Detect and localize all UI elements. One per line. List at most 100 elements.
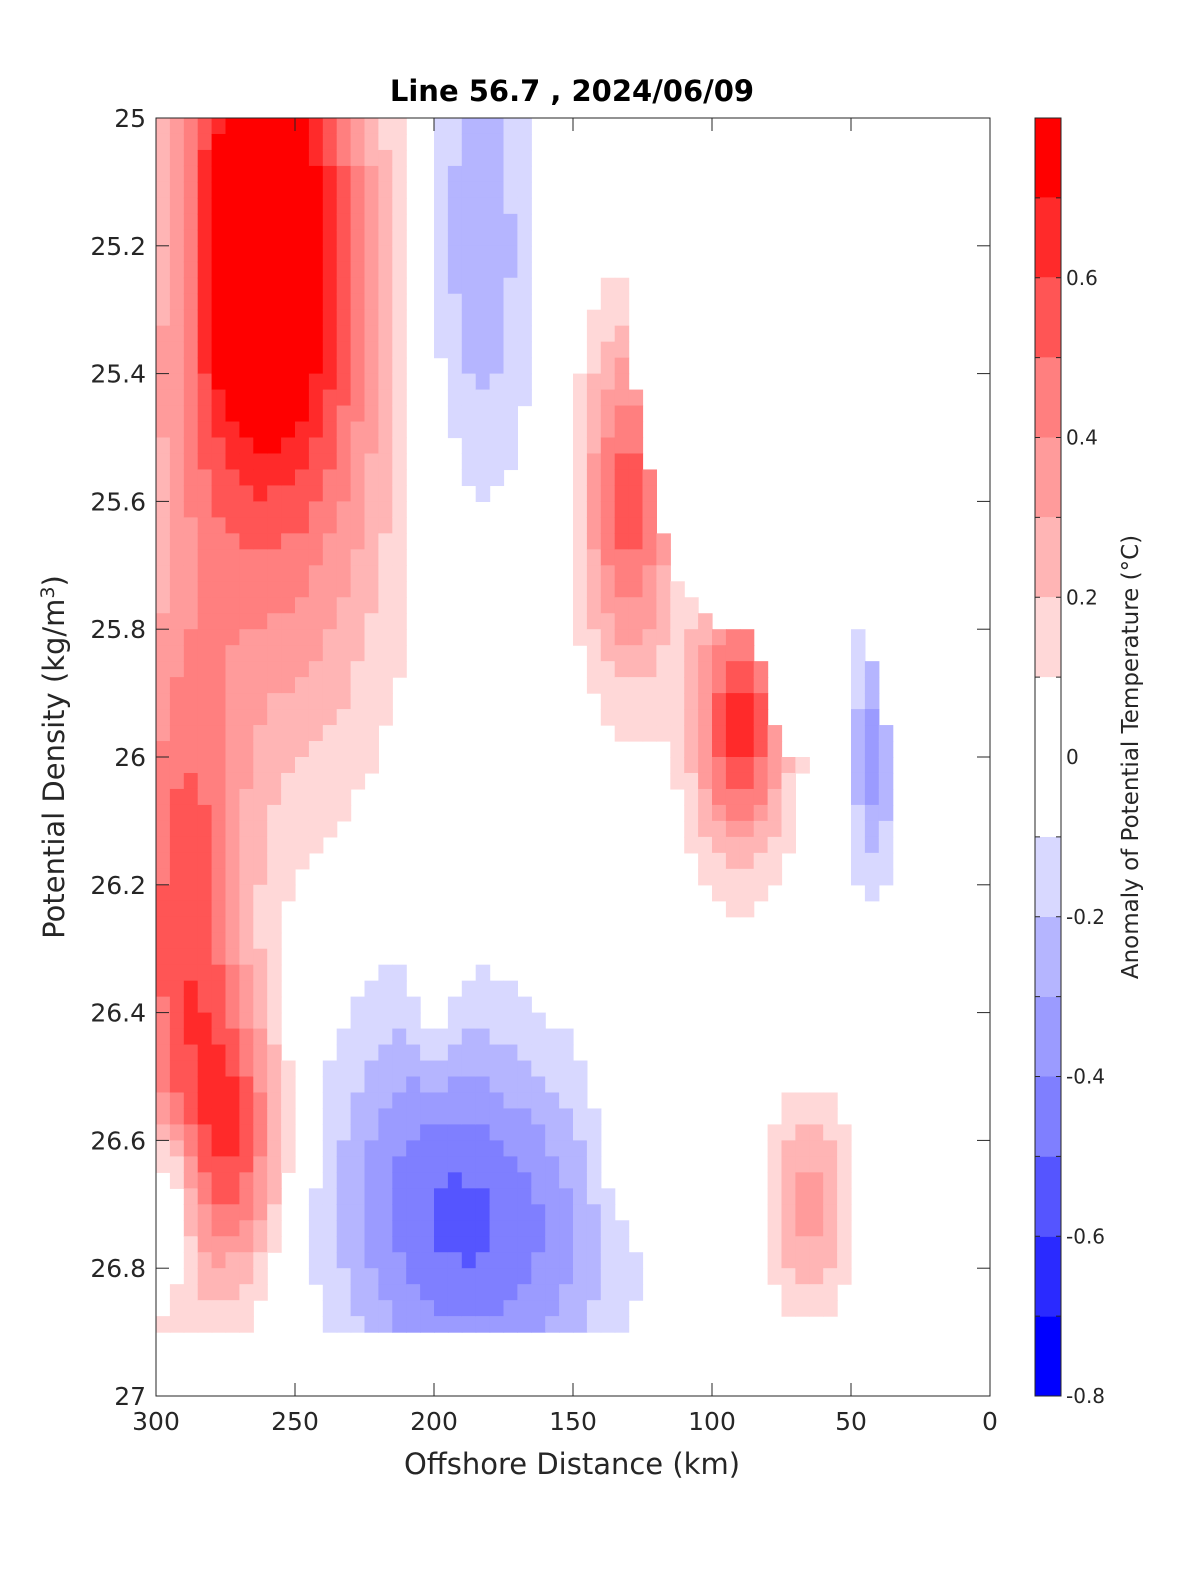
field-cell: [295, 645, 310, 662]
field-cell: [336, 149, 352, 167]
field-cell: [545, 1284, 560, 1301]
field-cell: [169, 389, 185, 407]
field-cell: [712, 757, 727, 774]
field-cell: [600, 1284, 616, 1301]
field-cell: [211, 964, 227, 982]
field-cell: [781, 804, 796, 822]
field-cell: [308, 405, 324, 423]
field-cell: [239, 517, 254, 534]
field-cell: [350, 389, 366, 407]
field-cell: [239, 1316, 254, 1333]
field-cell: [211, 1044, 227, 1062]
field-cell: [197, 421, 213, 439]
field-cell: [211, 213, 227, 231]
field-cell: [461, 1316, 477, 1333]
field-cell: [517, 373, 532, 391]
field-cell: [378, 1108, 393, 1126]
field-cell: [851, 820, 866, 838]
field-cell: [350, 1028, 366, 1046]
field-cell: [253, 741, 268, 758]
field-cell: [267, 709, 282, 726]
field-cell: [781, 1300, 796, 1317]
field-cell: [475, 245, 491, 263]
field-cell: [864, 677, 880, 694]
field-cell: [239, 325, 254, 343]
field-cell: [169, 709, 185, 726]
field-cell: [169, 1092, 185, 1110]
field-cell: [767, 868, 783, 886]
field-cell: [211, 1236, 227, 1253]
field-cell: [183, 1076, 199, 1094]
field-cell: [336, 757, 352, 774]
field-cell: [225, 421, 240, 439]
field-cell: [239, 549, 254, 566]
field-cell: [475, 1060, 491, 1078]
field-cell: [295, 725, 310, 742]
field-cell: [378, 1220, 393, 1237]
field-cell: [267, 1044, 282, 1062]
field-cell: [253, 549, 268, 566]
field-cell: [406, 1300, 421, 1317]
field-cell: [253, 405, 268, 423]
field-cell: [308, 549, 324, 566]
field-cell: [183, 1092, 199, 1110]
field-cell: [364, 693, 379, 710]
field-cell: [281, 261, 296, 279]
field-cell: [517, 165, 532, 183]
field-cell: [322, 581, 338, 598]
field-cell: [517, 1028, 532, 1046]
field-cell: [295, 325, 310, 343]
field-cell: [461, 1028, 477, 1046]
field-cell: [183, 181, 199, 199]
field-cell: [378, 229, 393, 247]
field-cell: [350, 1172, 366, 1189]
field-cell: [350, 1012, 366, 1030]
field-cell: [169, 677, 185, 694]
field-cell: [725, 804, 741, 822]
field-cell: [864, 820, 880, 838]
field-cell: [267, 165, 282, 183]
field-cell: [447, 1316, 463, 1333]
field-cell: [364, 1060, 379, 1078]
field-cell: [253, 501, 268, 518]
field-cell: [670, 581, 685, 598]
field-cell: [253, 1108, 268, 1126]
field-cell: [614, 1220, 630, 1237]
field-cell: [197, 645, 213, 662]
field-cell: [156, 804, 171, 822]
field-cell: [725, 868, 741, 886]
field-cell: [225, 261, 240, 279]
field-cell: [378, 485, 393, 502]
field-cell: [781, 1252, 796, 1269]
field-cell: [489, 1236, 505, 1253]
field-cell: [197, 517, 213, 534]
field-cell: [475, 1268, 491, 1285]
field-cell: [156, 868, 171, 886]
field-cell: [461, 1156, 477, 1173]
field-cell: [169, 804, 185, 822]
field-cell: [434, 165, 449, 183]
field-cell: [197, 932, 213, 950]
field-cell: [183, 277, 199, 295]
field-cell: [475, 1204, 491, 1221]
field-cell: [364, 565, 379, 582]
field-cell: [281, 629, 296, 646]
field-cell: [336, 389, 352, 407]
field-cell: [281, 277, 296, 295]
field-cell: [851, 725, 866, 742]
field-cell: [267, 613, 282, 630]
field-cell: [614, 1316, 630, 1333]
field-cell: [295, 533, 310, 550]
field-cell: [864, 868, 880, 886]
field-cell: [281, 709, 296, 726]
field-cell: [447, 1012, 463, 1030]
field-cell: [295, 741, 310, 758]
field-cell: [573, 421, 588, 439]
field-cell: [725, 836, 741, 854]
field-cell: [364, 341, 379, 359]
field-cell: [461, 133, 477, 151]
field-cell: [169, 757, 185, 774]
field-cell: [322, 709, 338, 726]
field-cell: [434, 1268, 449, 1285]
field-cell: [308, 213, 324, 231]
